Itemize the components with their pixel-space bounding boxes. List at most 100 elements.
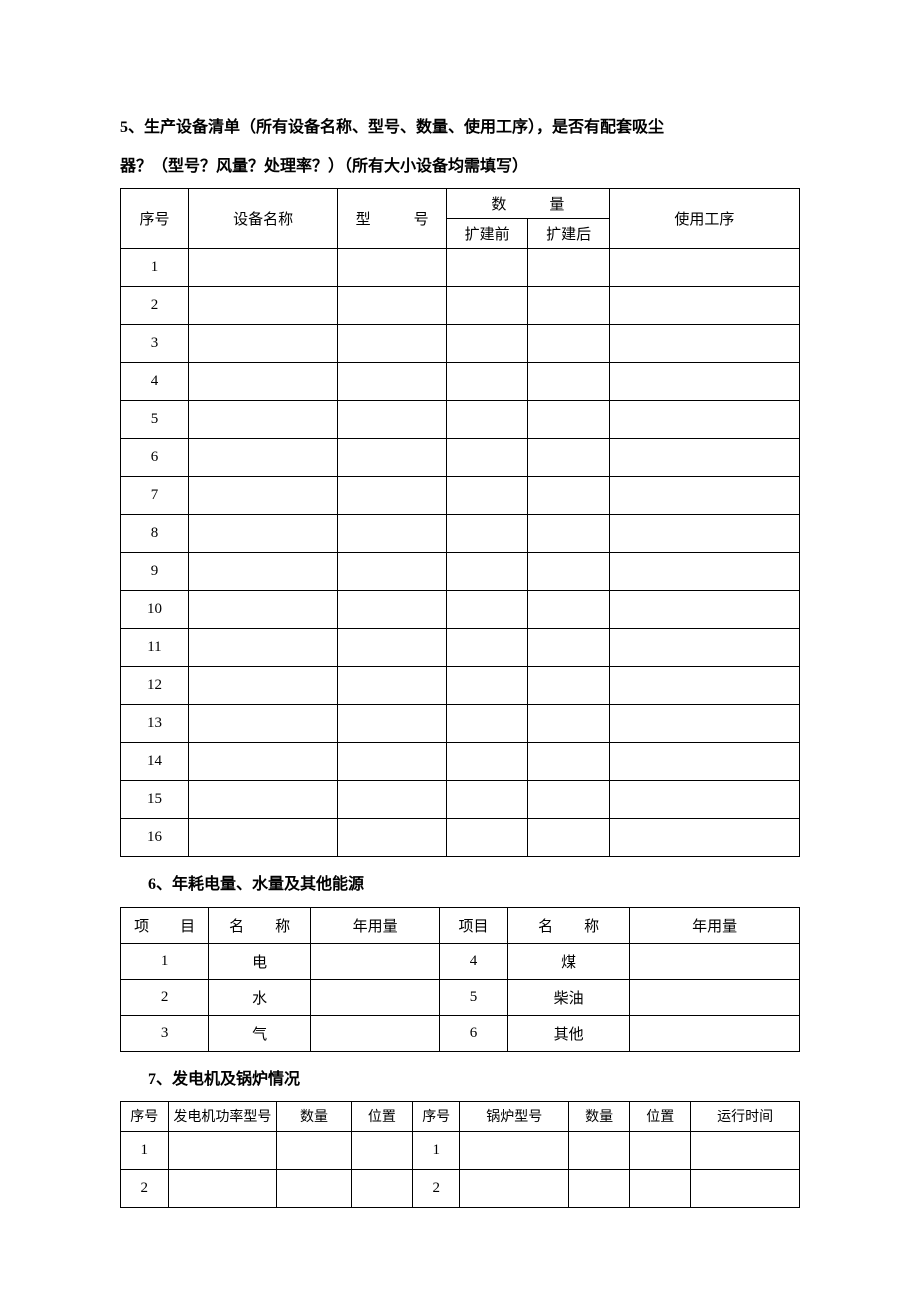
table-cell — [188, 249, 337, 287]
table-cell: 柴油 — [508, 979, 630, 1015]
table-cell — [528, 363, 609, 401]
table-cell — [528, 629, 609, 667]
table-cell — [188, 515, 337, 553]
table-cell — [609, 781, 799, 819]
table-row: 8 — [121, 515, 800, 553]
table-row: 7 — [121, 477, 800, 515]
table-cell — [311, 943, 440, 979]
table-cell — [609, 249, 799, 287]
table-cell — [338, 553, 447, 591]
table-cell — [691, 1131, 800, 1169]
table-cell — [446, 363, 527, 401]
table-cell: 12 — [121, 667, 189, 705]
table-cell — [609, 325, 799, 363]
table-row: 14 — [121, 743, 800, 781]
col-usage-r: 年用量 — [630, 907, 800, 943]
table-cell: 2 — [121, 1169, 169, 1207]
col-boiler-qty: 数量 — [569, 1101, 630, 1131]
table-cell — [338, 439, 447, 477]
table-cell — [528, 819, 609, 857]
table-cell — [528, 439, 609, 477]
table-cell — [446, 287, 527, 325]
table-cell — [446, 401, 527, 439]
table-cell — [446, 819, 527, 857]
table-cell — [528, 705, 609, 743]
table-cell — [609, 667, 799, 705]
col-boiler-pos: 位置 — [630, 1101, 691, 1131]
table-cell — [528, 401, 609, 439]
table-cell — [609, 553, 799, 591]
table-cell — [338, 515, 447, 553]
table-cell: 6 — [440, 1015, 508, 1051]
table-cell — [446, 325, 527, 363]
table-cell — [528, 477, 609, 515]
table-row: 3 — [121, 325, 800, 363]
table-cell — [446, 591, 527, 629]
col-model: 型 号 — [338, 189, 447, 249]
table-cell: 13 — [121, 705, 189, 743]
generator-boiler-table: 序号 发电机功率型号 数量 位置 序号 锅炉型号 数量 位置 运行时间 1122 — [120, 1101, 800, 1208]
table-cell — [188, 477, 337, 515]
col-seq-l: 序号 — [121, 1101, 169, 1131]
table-cell — [338, 591, 447, 629]
table-cell — [609, 743, 799, 781]
table-cell: 16 — [121, 819, 189, 857]
table-cell — [609, 591, 799, 629]
table-cell — [188, 819, 337, 857]
table-cell — [446, 781, 527, 819]
table-cell: 2 — [412, 1169, 460, 1207]
table-cell — [446, 743, 527, 781]
col-before: 扩建前 — [446, 219, 527, 249]
table-row: 12 — [121, 667, 800, 705]
table-cell — [609, 439, 799, 477]
table-row: 9 — [121, 553, 800, 591]
table-cell — [446, 477, 527, 515]
col-qty-group: 数 量 — [446, 189, 609, 219]
table-cell — [460, 1131, 569, 1169]
table-header-row: 序号 设备名称 型 号 数 量 使用工序 — [121, 189, 800, 219]
table-cell: 1 — [121, 943, 209, 979]
energy-table: 项 目 名 称 年用量 项目 名 称 年用量 1电4煤2水5柴油3气6其他 — [120, 907, 800, 1052]
table-cell — [168, 1169, 277, 1207]
table-cell — [528, 515, 609, 553]
col-after: 扩建后 — [528, 219, 609, 249]
table-row: 3气6其他 — [121, 1015, 800, 1051]
table-cell: 2 — [121, 979, 209, 1015]
col-seq-r: 序号 — [412, 1101, 460, 1131]
table-row: 1 — [121, 249, 800, 287]
table-cell: 1 — [412, 1131, 460, 1169]
table-cell — [630, 943, 800, 979]
table-cell — [277, 1169, 352, 1207]
equipment-table: 序号 设备名称 型 号 数 量 使用工序 扩建前 扩建后 12345678910… — [120, 188, 800, 857]
table-cell: 3 — [121, 1015, 209, 1051]
table-cell — [446, 705, 527, 743]
table-cell — [338, 477, 447, 515]
col-name-r: 名 称 — [508, 907, 630, 943]
col-name: 设备名称 — [188, 189, 337, 249]
table-cell: 4 — [121, 363, 189, 401]
table-cell — [338, 819, 447, 857]
col-usage-l: 年用量 — [311, 907, 440, 943]
table-cell: 2 — [121, 287, 189, 325]
table-cell — [528, 249, 609, 287]
table-cell: 气 — [209, 1015, 311, 1051]
section7-title: 7、发电机及锅炉情况 — [120, 1062, 800, 1097]
table-row: 2水5柴油 — [121, 979, 800, 1015]
table-cell — [188, 439, 337, 477]
table-header-row: 序号 发电机功率型号 数量 位置 序号 锅炉型号 数量 位置 运行时间 — [121, 1101, 800, 1131]
table-row: 1电4煤 — [121, 943, 800, 979]
table-cell — [630, 1131, 691, 1169]
table-cell — [528, 743, 609, 781]
section5-title-line2: 器？（型号？风量？处理率？）（所有大小设备均需填写） — [120, 149, 800, 184]
col-runtime: 运行时间 — [691, 1101, 800, 1131]
table-row: 10 — [121, 591, 800, 629]
table-cell: 1 — [121, 249, 189, 287]
table-cell — [338, 705, 447, 743]
table-cell: 1 — [121, 1131, 169, 1169]
table-cell — [188, 363, 337, 401]
table-cell — [311, 1015, 440, 1051]
table-row: 11 — [121, 629, 800, 667]
table-cell — [338, 363, 447, 401]
table-cell — [188, 629, 337, 667]
col-boiler-model: 锅炉型号 — [460, 1101, 569, 1131]
